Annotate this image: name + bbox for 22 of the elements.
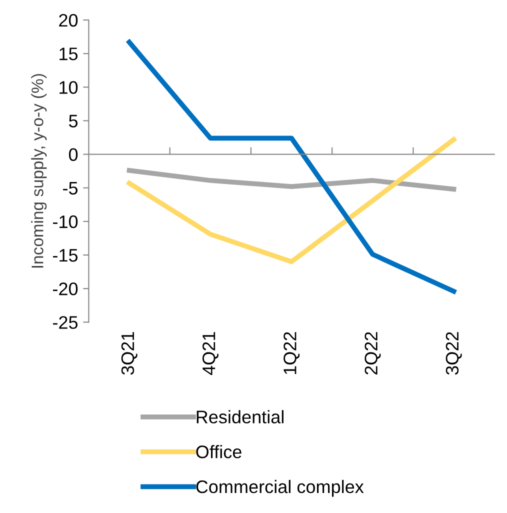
y-tick-label: 0 (68, 148, 78, 162)
line-series (126, 168, 456, 192)
x-tick-label: 3Q21 (121, 332, 138, 375)
legend-label: Commercial complex (196, 480, 364, 497)
y-tick-label: 5 (68, 114, 78, 128)
y-tick-label: -10 (53, 215, 78, 228)
y-axis-title: Incoming supply, y-o-y (%) (31, 74, 47, 268)
y-tick-label: 20 (59, 14, 78, 27)
x-tick-label: 1Q22 (284, 332, 300, 374)
y-tick-label: -15 (53, 249, 78, 262)
x-tick-label: 4Q21 (202, 332, 218, 375)
legend-label: Residential (196, 410, 284, 424)
y-tick-label: -25 (53, 316, 78, 329)
y-tick-label: -20 (53, 282, 78, 296)
line-series (126, 137, 456, 264)
legend-label: Office (196, 445, 242, 458)
y-tick-label: 15 (60, 48, 78, 60)
x-tick-label: 3Q22 (446, 332, 462, 375)
y-tick-label: -5 (63, 182, 78, 195)
line-series (126, 40, 456, 294)
x-tick-label: 2Q22 (364, 332, 381, 374)
y-tick-label: 10 (60, 81, 78, 94)
